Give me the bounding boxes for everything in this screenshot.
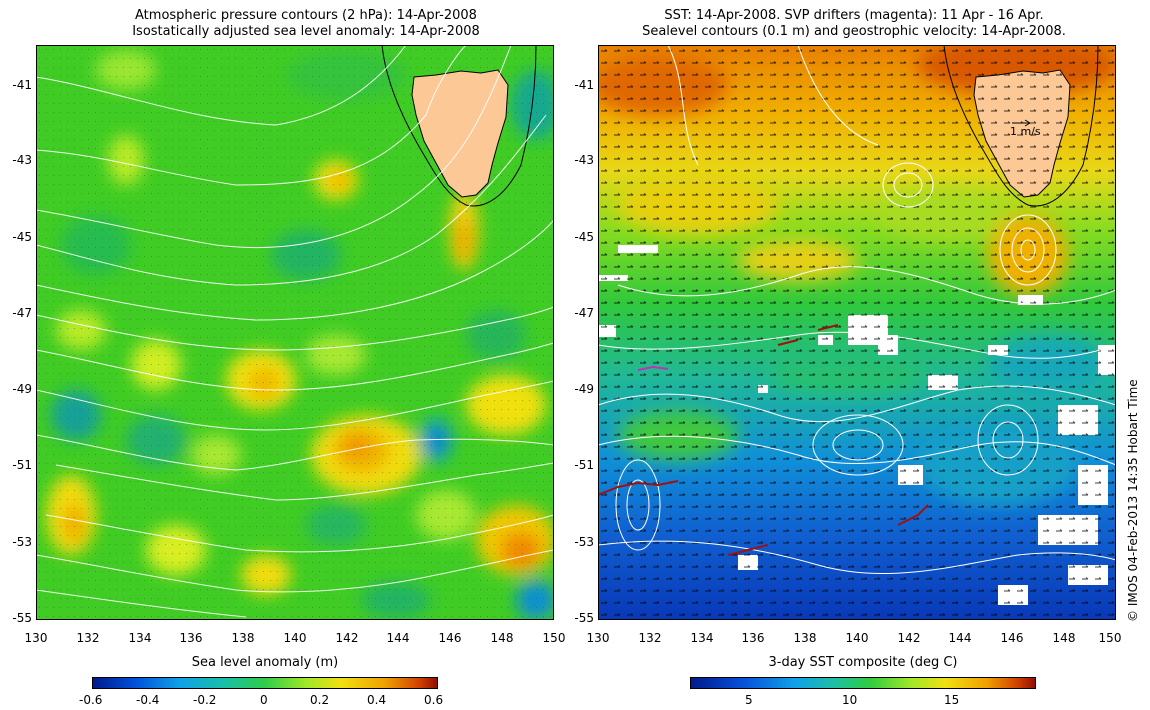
right-colorbar-title: 3-day SST composite (deg C) <box>768 655 958 670</box>
left-cbar-tick-6: 0.6 <box>424 693 444 707</box>
left-xtick-7: 144 <box>386 631 410 645</box>
right-title-line1: SST: 14-Apr-2008. SVP drifters (magenta)… <box>664 8 1044 23</box>
left-colorbar <box>92 677 438 689</box>
left-cbar-tick-1: -0.4 <box>136 693 160 707</box>
right-ytick-2: -45 <box>574 230 594 244</box>
right-xtick-6: 142 <box>897 631 921 645</box>
right-xtick-5: 140 <box>845 631 869 645</box>
left-ytick-2: -45 <box>12 230 32 244</box>
right-ytick-0: -41 <box>574 78 594 92</box>
left-xtick-8: 146 <box>438 631 462 645</box>
sla-map <box>36 45 554 620</box>
left-colorbar-title: Sea level anomaly (m) <box>191 655 339 670</box>
left-xtick-2: 134 <box>128 631 152 645</box>
left-cbar-tick-3: 0 <box>260 693 268 707</box>
left-xtick-1: 132 <box>76 631 100 645</box>
right-ytick-5: -51 <box>574 458 594 472</box>
sst-map <box>598 45 1116 620</box>
right-xtick-0: 130 <box>586 631 610 645</box>
left-ytick-4: -49 <box>12 382 32 396</box>
imos-credit: © IMOS 04-Feb-2013 14:35 Hobart Time <box>1126 379 1140 622</box>
right-xtick-4: 138 <box>793 631 817 645</box>
right-colorbar <box>690 677 1036 689</box>
right-xtick-9: 148 <box>1052 631 1076 645</box>
right-xtick-7: 144 <box>948 631 972 645</box>
left-ytick-6: -53 <box>12 535 32 549</box>
left-xtick-3: 136 <box>179 631 203 645</box>
right-ytick-3: -47 <box>574 306 594 320</box>
right-xtick-8: 146 <box>1000 631 1024 645</box>
right-cbar-tick-0: 5 <box>745 693 753 707</box>
right-xtick-1: 132 <box>638 631 662 645</box>
left-xtick-6: 142 <box>335 631 359 645</box>
right-xtick-10: 150 <box>1098 631 1122 645</box>
left-xtick-9: 148 <box>490 631 514 645</box>
left-cbar-tick-2: -0.2 <box>193 693 217 707</box>
left-ytick-7: -55 <box>12 611 32 625</box>
left-ytick-5: -51 <box>12 458 32 472</box>
right-ytick-4: -49 <box>574 382 594 396</box>
left-title-line1: Atmospheric pressure contours (2 hPa): 1… <box>135 8 477 23</box>
velocity-scale-label: 1 m/s <box>1010 125 1041 138</box>
left-xtick-0: 130 <box>24 631 48 645</box>
left-ytick-1: -43 <box>12 153 32 167</box>
right-ytick-1: -43 <box>574 153 594 167</box>
right-xtick-3: 136 <box>741 631 765 645</box>
tasmania-land <box>411 69 509 198</box>
left-xtick-4: 138 <box>231 631 255 645</box>
right-cbar-tick-2: 15 <box>944 693 960 707</box>
left-cbar-tick-4: 0.2 <box>310 693 330 707</box>
left-ytick-0: -41 <box>12 78 32 92</box>
right-xtick-2: 134 <box>690 631 714 645</box>
left-title-line2: Isostatically adjusted sea level anomaly… <box>132 24 480 39</box>
left-cbar-tick-5: 0.4 <box>367 693 387 707</box>
left-ytick-3: -47 <box>12 306 32 320</box>
right-title-line2: Sealevel contours (0.1 m) and geostrophi… <box>642 24 1066 39</box>
left-xtick-10: 150 <box>542 631 566 645</box>
left-cbar-tick-0: -0.6 <box>79 693 103 707</box>
right-cbar-tick-1: 10 <box>842 693 858 707</box>
left-xtick-5: 140 <box>283 631 307 645</box>
right-ytick-6: -53 <box>574 535 594 549</box>
right-ytick-7: -55 <box>574 611 594 625</box>
